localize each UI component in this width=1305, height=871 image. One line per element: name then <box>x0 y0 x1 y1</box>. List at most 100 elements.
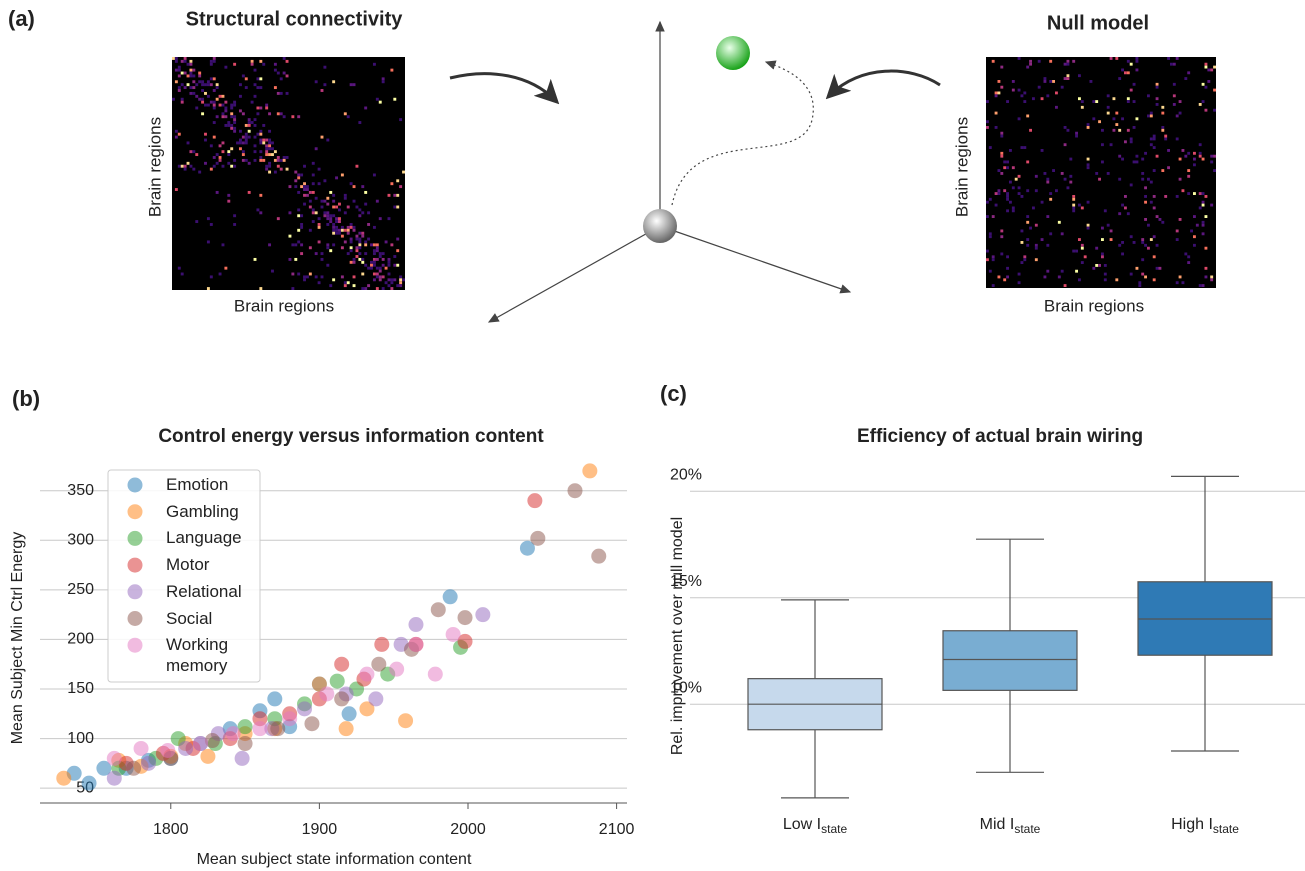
heatmap-cell <box>326 217 330 221</box>
heatmap-cell <box>399 281 403 285</box>
heatmap-cell <box>192 91 196 95</box>
scatter-point <box>81 775 97 791</box>
heatmap-cell <box>204 103 207 107</box>
heatmap-cell <box>1201 82 1205 86</box>
heatmap-cell <box>1161 169 1165 172</box>
heatmap-cell <box>209 77 213 81</box>
heatmap-cell <box>308 228 312 232</box>
heatmap-cell <box>326 246 330 250</box>
heatmap-cell <box>1175 195 1179 198</box>
heatmap-cell <box>1132 100 1136 103</box>
heatmap-cell <box>352 185 356 189</box>
heatmap-cell <box>297 208 301 212</box>
heatmap-cell <box>358 243 362 247</box>
heatmap-cell <box>1026 215 1030 218</box>
heatmap-cell <box>1020 229 1024 233</box>
heatmap-cell <box>1178 100 1182 103</box>
heatmap-cell <box>262 62 266 66</box>
heatmap-cell <box>294 170 298 174</box>
heatmap-cell <box>311 182 315 186</box>
heatmap-cell <box>390 243 394 247</box>
heatmap-cell <box>172 57 175 60</box>
heatmap-cell <box>279 158 283 162</box>
heatmap-cell <box>1046 215 1050 218</box>
heatmap-cell <box>1000 235 1004 239</box>
heatmap-cell <box>314 196 318 200</box>
heatmap-cell <box>303 188 306 191</box>
scatter-point <box>408 636 424 652</box>
heatmap-cell <box>285 59 289 63</box>
heatmap-cell <box>224 266 228 270</box>
x-tick-label: Mid Istate <box>980 816 1041 836</box>
heatmap-cell <box>1115 278 1119 282</box>
heatmap-cell <box>349 223 353 226</box>
scatter-point <box>204 733 220 749</box>
heatmap-cell <box>340 234 344 238</box>
heatmap-cell <box>1078 97 1081 101</box>
heatmap-cell <box>1023 146 1027 149</box>
heatmap-cell <box>1034 223 1038 227</box>
heatmap-cell <box>372 278 376 282</box>
heatmap-cell <box>332 278 336 282</box>
heatmap-cell <box>352 284 356 288</box>
heatmap-cell <box>250 100 254 104</box>
heatmap-cell <box>343 284 347 288</box>
heatmap-cell <box>372 260 376 264</box>
heatmap-cell <box>183 59 187 63</box>
heatmap-cell <box>1138 284 1142 287</box>
heatmap-cell <box>314 211 318 215</box>
heatmap-cell <box>1000 229 1004 233</box>
heatmap-cell <box>1103 278 1107 282</box>
heatmap-cell <box>1193 157 1196 161</box>
heatmap-cell <box>361 211 365 215</box>
heatmap-cell <box>218 103 222 107</box>
heatmap-cell <box>1213 65 1216 69</box>
heatmap-cell <box>1149 180 1153 184</box>
heatmap-cell <box>367 284 371 288</box>
heatmap-cell <box>308 205 312 209</box>
heatmap-cell <box>308 246 312 250</box>
heatmap-cell <box>1152 206 1156 210</box>
heatmap-cell <box>1037 59 1041 63</box>
heatmap-cell <box>367 223 371 226</box>
heatmap-cell <box>206 217 210 221</box>
scatter-point <box>430 602 446 618</box>
legend-label: Working memory <box>166 635 229 676</box>
heatmap-cell <box>1126 71 1130 75</box>
heatmap-cell <box>1164 134 1168 138</box>
heatmap-cell <box>303 164 306 168</box>
scatter-point <box>56 770 72 786</box>
heatmap-cell <box>314 275 318 279</box>
heatmap-cell <box>352 228 356 232</box>
heatmap-cell <box>402 170 405 174</box>
heatmap-cell <box>221 243 225 247</box>
heatmap-cell <box>209 144 213 148</box>
heatmap-cell <box>1112 128 1116 132</box>
scatter-point <box>389 661 405 677</box>
heatmap-cell <box>177 74 181 78</box>
heatmap-cell <box>1193 151 1196 155</box>
heatmap-cell <box>1184 252 1188 256</box>
heatmap-cell <box>1152 255 1156 259</box>
heatmap-cell <box>224 106 228 110</box>
heatmap-cell <box>1201 203 1205 207</box>
heatmap-cell <box>323 83 327 87</box>
heatmap-cell <box>233 118 237 122</box>
heatmap-cell <box>349 246 353 250</box>
heatmap-cell <box>1043 77 1047 80</box>
heatmap-cell <box>1046 243 1050 247</box>
heatmap-cell <box>364 202 368 206</box>
heatmap-cell <box>1172 82 1176 86</box>
heatmap-cell <box>1000 252 1004 256</box>
heatmap-cell <box>323 179 327 183</box>
heatmap-cell <box>1158 266 1162 270</box>
heatmap-cell <box>265 167 269 171</box>
heatmap-cell <box>396 237 400 241</box>
scatter-point <box>329 673 345 689</box>
heatmap-cell <box>1195 223 1199 227</box>
heatmap-cell <box>273 150 277 154</box>
heatmap-cell <box>259 158 263 162</box>
heatmap-cell <box>1086 163 1090 167</box>
heatmap-cell <box>1164 195 1168 198</box>
heatmap-cell <box>1204 108 1208 112</box>
